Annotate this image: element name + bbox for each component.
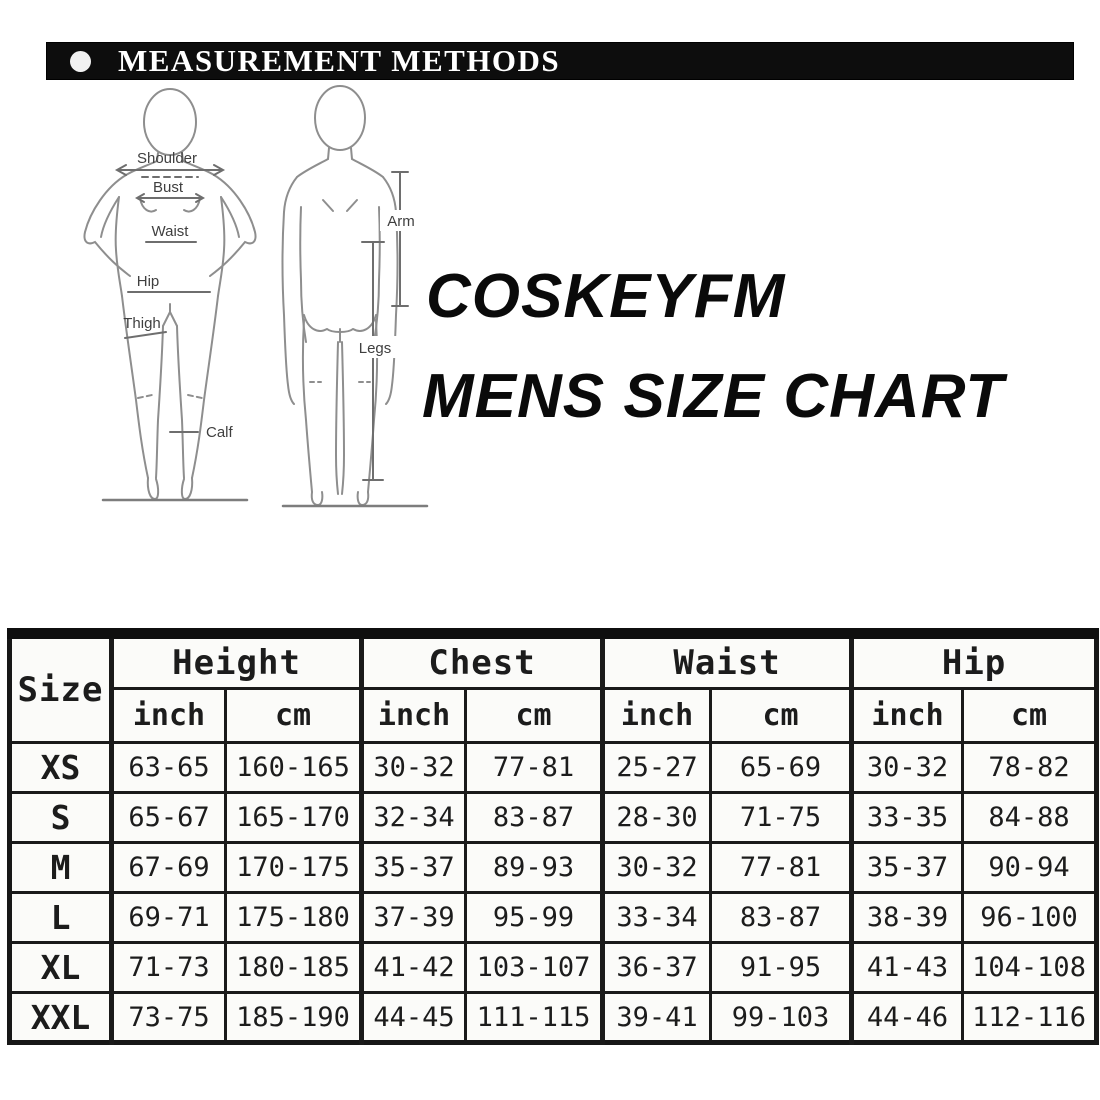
measurement-cell: 185-190	[223, 991, 364, 1044]
back-dimension-lines	[281, 171, 429, 508]
measurement-cell: 77-81	[709, 841, 854, 894]
measurement-cell: 41-43	[849, 941, 965, 994]
measurement-cell: 30-32	[600, 841, 713, 894]
measurement-cell: 78-82	[961, 741, 1099, 794]
unit-header-inch: inch	[849, 687, 965, 744]
unit-header-inch: inch	[359, 687, 468, 744]
measurement-cell: 37-39	[359, 891, 468, 944]
section-title: MEASUREMENT METHODS	[118, 42, 561, 78]
measurement-cell: 33-35	[849, 791, 965, 844]
measurement-cell: 165-170	[223, 791, 364, 844]
unit-header-cm: cm	[223, 687, 364, 744]
col-header-height: Height	[108, 632, 364, 690]
measurement-cell: 63-65	[109, 741, 227, 794]
label-bust: Bust	[153, 179, 184, 196]
size-label-cell: XS	[8, 741, 113, 794]
measurement-cell: 41-42	[359, 941, 468, 994]
label-shoulder: Shoulder	[137, 150, 197, 167]
table-row: L 69-71 175-180 37-39 95-99 33-34 83-87 38-39 96…	[8, 891, 1099, 944]
back-figure-labels: Arm Legs	[353, 210, 422, 358]
measurement-cell: 36-37	[600, 941, 713, 994]
measurement-cell: 84-88	[961, 791, 1099, 844]
measurement-cell: 77-81	[464, 741, 605, 794]
brand-title: COSKEYFM	[426, 262, 786, 331]
table-units-row: inch cm inch cm inch cm inch cm	[10, 687, 1099, 744]
legs-label-backplate	[353, 336, 397, 358]
measurement-cell: 170-175	[223, 841, 364, 894]
label-calf: Calf	[206, 424, 234, 441]
measurement-cell: 38-39	[849, 891, 965, 944]
measurement-cell: 99-103	[709, 991, 854, 1044]
measurement-cell: 44-46	[849, 991, 965, 1044]
bullet-icon	[70, 50, 91, 72]
measurement-cell: 89-93	[464, 841, 605, 894]
measurement-cell: 65-67	[109, 791, 227, 844]
back-figure-outline	[281, 85, 399, 507]
measurement-cell: 91-95	[709, 941, 854, 994]
measurement-cell: 160-165	[223, 741, 364, 794]
unit-header-inch: inch	[600, 687, 713, 744]
arm-label-backplate	[380, 210, 422, 231]
table-row: M 67-69 170-175 35-37 89-93 30-32 77-81 35-37 90…	[8, 841, 1099, 894]
measurement-cell: 104-108	[961, 941, 1099, 994]
unit-header-cm: cm	[464, 687, 605, 744]
measurement-cell: 33-34	[600, 891, 713, 944]
col-header-waist: Waist	[600, 632, 854, 690]
table-group-header-row: Size Height Chest Waist Hip	[8, 632, 1099, 744]
measurement-cell: 35-37	[849, 841, 965, 894]
size-chart-table: Size Height Chest Waist Hip inch cm inch…	[7, 628, 1100, 1045]
measurement-cell: 71-75	[709, 791, 854, 844]
label-hip: Hip	[137, 273, 160, 290]
measurement-cell: 39-41	[600, 991, 713, 1044]
measurement-cell: 103-107	[464, 941, 605, 994]
size-label-cell: S	[8, 791, 113, 844]
measurement-cell: 95-99	[464, 891, 605, 944]
col-header-hip: Hip	[849, 632, 1099, 690]
size-table-body: XS 63-65 160-165 30-32 77-81 25-27 65-69 30-32 7…	[8, 741, 1099, 1044]
measurement-cell: 111-115	[464, 991, 605, 1044]
measurement-cell: 83-87	[709, 891, 854, 944]
size-label-cell: L	[8, 891, 113, 944]
front-figure-labels: Shoulder Bust Waist Hip Thigh Calf	[123, 150, 233, 441]
label-legs: Legs	[359, 340, 392, 357]
table-row: XS 63-65 160-165 30-32 77-81 25-27 65-69 30-32 7…	[8, 741, 1099, 794]
measurement-cell: 65-69	[709, 741, 854, 794]
measurement-cell: 71-73	[109, 941, 227, 994]
table-row: S 65-67 165-170 32-34 83-87 28-30 71-75 33-35 84…	[8, 791, 1099, 844]
col-header-size: Size	[8, 632, 113, 744]
measurement-cell: 25-27	[600, 741, 713, 794]
table-row: XXL 73-75 185-190 44-45 111-115 39-41 99-103 44…	[8, 991, 1099, 1044]
size-label-cell: XXL	[8, 991, 113, 1044]
size-label-cell: M	[8, 841, 113, 894]
measurement-cell: 32-34	[359, 791, 468, 844]
measurement-cell: 96-100	[961, 891, 1099, 944]
measurement-cell: 28-30	[600, 791, 713, 844]
measurement-cell: 83-87	[464, 791, 605, 844]
measurement-cell: 35-37	[359, 841, 468, 894]
unit-header-cm: cm	[961, 687, 1099, 744]
measurement-cell: 90-94	[961, 841, 1099, 894]
col-header-chest: Chest	[359, 632, 605, 690]
measurement-cell: 67-69	[109, 841, 227, 894]
measurement-cell: 30-32	[849, 741, 965, 794]
measurement-cell: 44-45	[359, 991, 468, 1044]
label-thigh: Thigh	[123, 315, 161, 332]
unit-header-cm: cm	[709, 687, 854, 744]
measurement-cell: 73-75	[109, 991, 227, 1044]
label-waist: Waist	[152, 223, 190, 240]
table-row: XL 71-73 180-185 41-42 103-107 36-37 91-95 41-4…	[8, 941, 1099, 994]
measurement-cell: 175-180	[223, 891, 364, 944]
chart-title: MENS SIZE CHART	[422, 362, 1005, 431]
unit-header-inch: inch	[109, 687, 227, 744]
measurement-cell: 30-32	[359, 741, 468, 794]
size-label-cell: XL	[8, 941, 113, 994]
label-arm: Arm	[387, 213, 415, 230]
measurement-cell: 69-71	[109, 891, 227, 944]
section-header-bar: MEASUREMENT METHODS	[46, 42, 1074, 80]
measurement-cell: 112-116	[961, 991, 1099, 1044]
measurement-diagram: Shoulder Bust Waist Hip Thigh Calf	[83, 85, 429, 508]
front-dimension-lines	[101, 164, 249, 502]
measurement-cell: 180-185	[223, 941, 364, 994]
